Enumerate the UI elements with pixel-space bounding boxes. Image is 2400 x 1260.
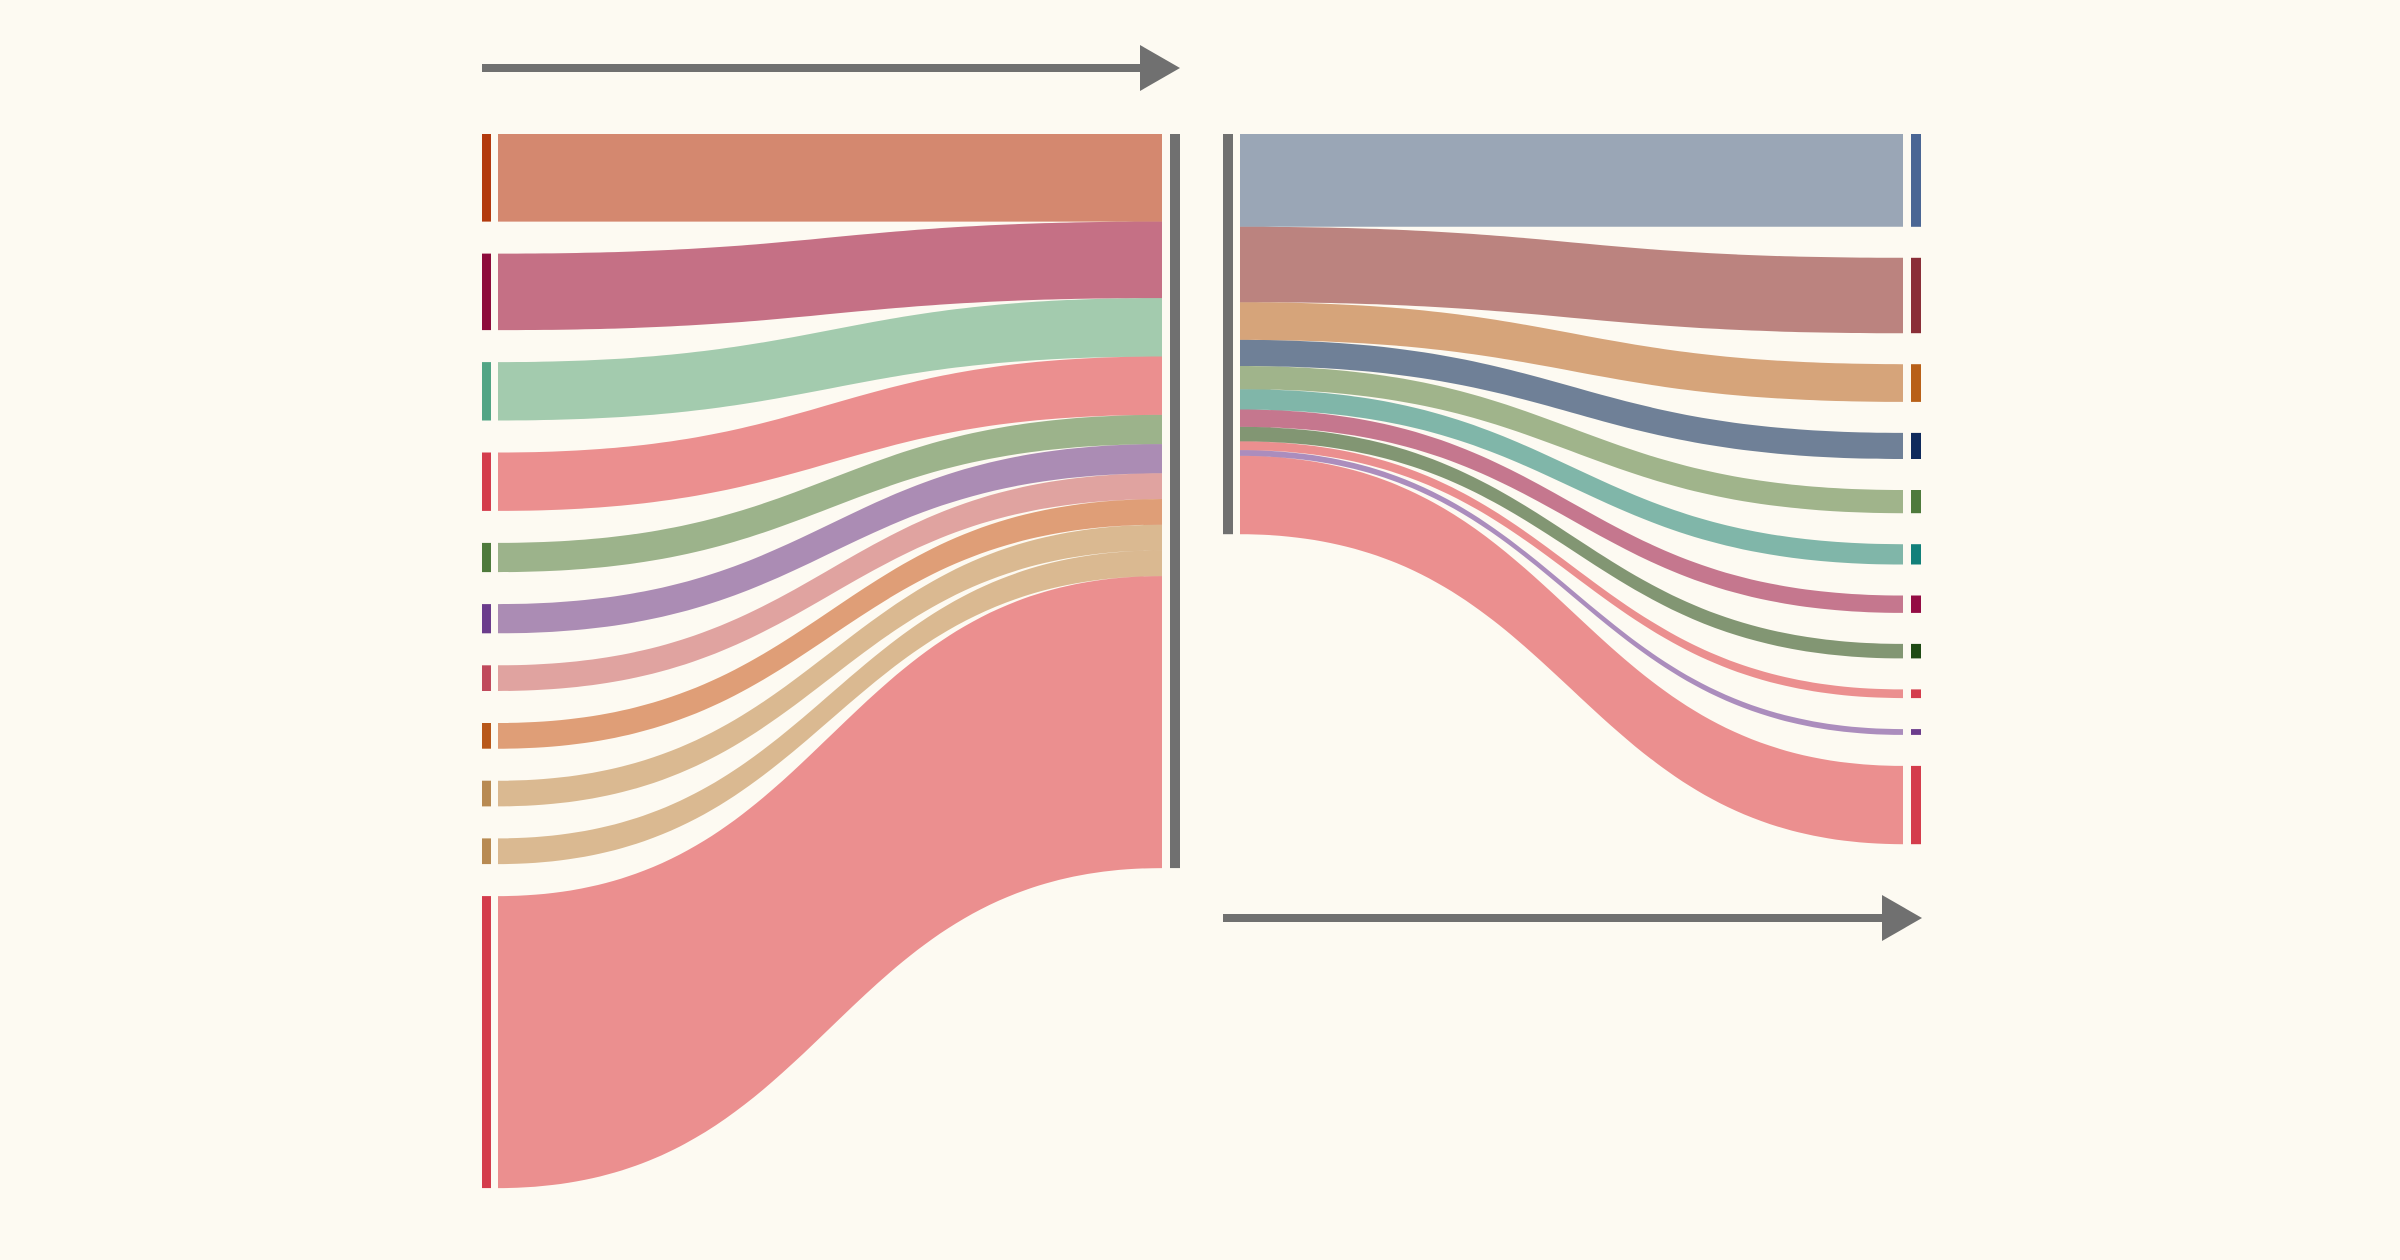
total-node bbox=[1170, 134, 1180, 869]
source-node-s8 bbox=[482, 723, 491, 749]
target-node-t11 bbox=[1911, 765, 1921, 845]
flow-s3-to-total bbox=[498, 298, 1162, 421]
target-node-t6 bbox=[1911, 544, 1921, 565]
left-arrow-head bbox=[1140, 45, 1180, 91]
right-stage-flows bbox=[1240, 134, 1903, 845]
flow-s10-to-total bbox=[498, 550, 1162, 865]
source-node-s3 bbox=[482, 362, 491, 421]
target-node-t3 bbox=[1911, 364, 1921, 402]
target-node-t8 bbox=[1911, 643, 1921, 659]
flow-split-to-t6 bbox=[1240, 389, 1903, 565]
source-node-s7 bbox=[482, 665, 491, 691]
flow-split-to-t9 bbox=[1240, 441, 1903, 699]
flow-s11-to-total bbox=[498, 576, 1162, 1189]
flow-s5-to-total bbox=[498, 414, 1162, 573]
flow-split-to-t4 bbox=[1240, 339, 1903, 459]
flow-split-to-t2 bbox=[1240, 226, 1903, 334]
flow-split-to-t10 bbox=[1240, 450, 1903, 735]
flow-split-to-t3 bbox=[1240, 302, 1903, 402]
source-node-s2 bbox=[482, 253, 491, 331]
target-node-t10 bbox=[1911, 729, 1921, 735]
target-node-t4 bbox=[1911, 432, 1921, 459]
left-stage-flows bbox=[498, 134, 1162, 1189]
sankey-nodes bbox=[482, 134, 1921, 1189]
source-node-s1 bbox=[482, 134, 491, 222]
target-node-t5 bbox=[1911, 490, 1921, 514]
flow-s2-to-total bbox=[498, 221, 1162, 331]
flow-s4-to-total bbox=[498, 356, 1162, 511]
target-node-t7 bbox=[1911, 595, 1921, 613]
split-node bbox=[1223, 134, 1233, 535]
left-direction-arrow bbox=[482, 45, 1180, 91]
right-arrow-head bbox=[1882, 895, 1922, 941]
flow-s8-to-total bbox=[498, 499, 1162, 749]
right-direction-arrow bbox=[1223, 895, 1922, 941]
flow-split-to-t11 bbox=[1240, 455, 1903, 845]
source-node-s10 bbox=[482, 838, 491, 865]
source-node-s6 bbox=[482, 604, 491, 634]
source-node-s4 bbox=[482, 452, 491, 511]
flow-s1-to-total bbox=[498, 134, 1162, 222]
flow-s6-to-total bbox=[498, 444, 1162, 634]
source-node-s11 bbox=[482, 896, 491, 1189]
flow-split-to-t7 bbox=[1240, 409, 1903, 613]
target-node-t2 bbox=[1911, 257, 1921, 334]
flow-s7-to-total bbox=[498, 473, 1162, 691]
target-node-t1 bbox=[1911, 134, 1921, 227]
flow-split-to-t1 bbox=[1240, 134, 1903, 227]
target-node-t9 bbox=[1911, 689, 1921, 699]
flow-split-to-t8 bbox=[1240, 426, 1903, 659]
flow-s9-to-total bbox=[498, 524, 1162, 807]
source-node-s5 bbox=[482, 542, 491, 573]
flow-split-to-t5 bbox=[1240, 366, 1903, 514]
source-node-s9 bbox=[482, 780, 491, 807]
